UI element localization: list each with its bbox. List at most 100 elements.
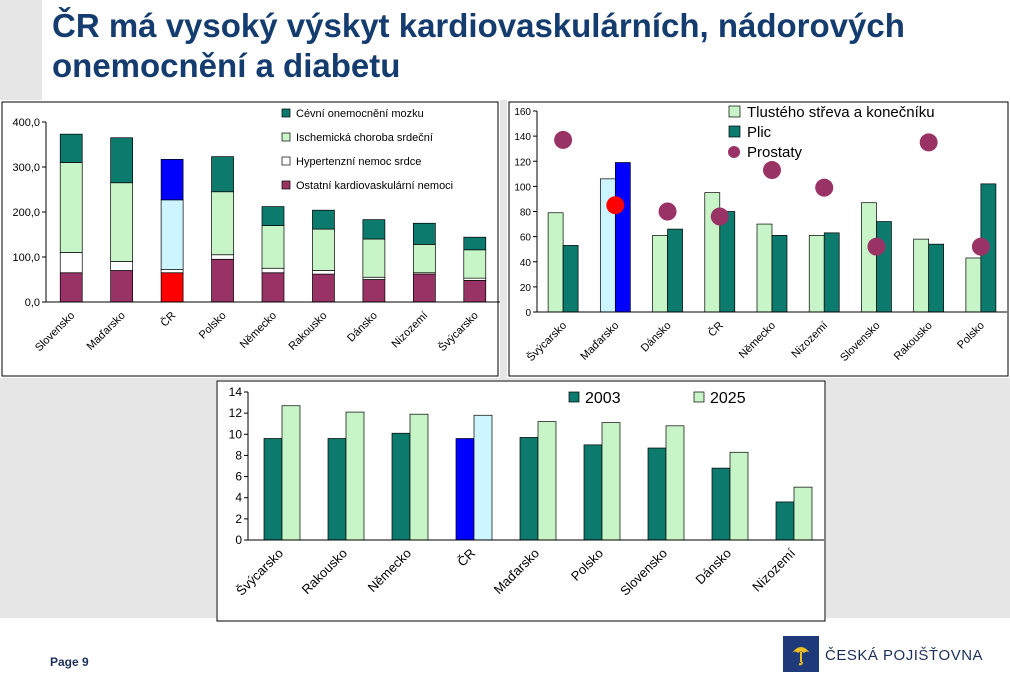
bar-segment — [110, 261, 134, 271]
cancer-bar-chart: 0 20 40 60 80 100 120 140 160 Švýcarsko Maďarsko Dá… — [508, 101, 1009, 377]
legend-swatch — [281, 132, 291, 142]
y-tick-label: 4 — [235, 491, 242, 505]
bar — [793, 486, 813, 541]
diabetes-bar-chart: 0 2 4 6 8 10 12 14 Švýcarsko Rakousko Německo ČR Maď… — [216, 380, 826, 622]
y-tick-label: 100,0 — [12, 252, 40, 264]
bar-segment — [211, 254, 234, 260]
bar-segment — [160, 272, 184, 303]
x-tick-label: Polsko — [568, 546, 606, 584]
legend-swatch — [728, 105, 741, 118]
y-tick-label: 0 — [525, 308, 531, 319]
scatter-point — [606, 196, 625, 215]
legend-label: 2003 — [585, 390, 621, 407]
bar — [729, 451, 749, 541]
x-tick-label: Maďarsko — [85, 310, 128, 353]
legend-label: Ischemická choroba srdeční — [296, 132, 433, 144]
y-tick-label: 60 — [520, 233, 532, 244]
x-tick-label: Maďarsko — [491, 546, 543, 598]
bar — [711, 467, 731, 541]
bar — [861, 202, 877, 313]
bar-segment — [211, 191, 234, 256]
chart-border — [1, 101, 499, 377]
y-tick-label: 10 — [229, 427, 243, 441]
bar — [808, 235, 825, 313]
bar-segment — [59, 252, 83, 274]
bar-segment — [412, 222, 436, 245]
y-tick-label: 6 — [235, 470, 242, 484]
bar-segment — [362, 279, 386, 303]
bar — [409, 413, 429, 541]
bar — [756, 223, 773, 313]
bar-segment — [463, 249, 487, 279]
x-tick-label: Slovensko — [33, 310, 77, 354]
bar — [928, 243, 945, 313]
bar-segment — [211, 156, 234, 193]
x-tick-label: Slovensko — [617, 546, 670, 599]
y-tick-label: 400,0 — [12, 117, 40, 129]
scatter-point — [919, 133, 938, 152]
bar — [391, 432, 411, 541]
bar-segment — [211, 258, 234, 303]
bar — [345, 411, 365, 541]
bar-segment — [312, 209, 335, 230]
bar — [614, 162, 631, 313]
logo-text: ČESKÁ POJIŠŤOVNA — [825, 647, 984, 664]
x-tick-label: Švýcarsko — [233, 546, 286, 599]
bar — [601, 422, 621, 541]
x-tick-label: Dánsko — [692, 546, 734, 588]
cardiovascular-stacked-bar-chart: 0,0 100,0 200,0 300,0 400,0 Slovensko Maďarsko… — [1, 101, 500, 377]
x-tick-label: ČR — [454, 546, 478, 570]
bar — [547, 212, 564, 313]
bar — [876, 221, 892, 313]
company-logo: ČESKÁ POJIŠŤOVNA — [783, 636, 983, 676]
x-tick-label: Švýcarsko — [436, 309, 481, 354]
legend-swatch — [693, 391, 705, 403]
bar-segment — [312, 270, 335, 275]
bar-segment — [110, 137, 134, 184]
y-tick-label: 80 — [520, 208, 532, 219]
scatter-point — [867, 237, 886, 256]
bar — [965, 257, 982, 313]
cancer-chart-panel: 0 20 40 60 80 100 120 140 160 Švýcarsko Maďarsko Dá… — [507, 100, 1010, 378]
diabetes-chart-panel: 0 2 4 6 8 10 12 14 Švýcarsko Rakousko Německo ČR Maď… — [216, 380, 826, 622]
bar-segment — [312, 228, 335, 271]
bar — [913, 238, 930, 313]
scatter-point — [815, 178, 834, 197]
legend-label: Tlustého střeva a konečníku — [747, 104, 935, 121]
x-tick-label: Německo — [737, 320, 778, 361]
bar — [665, 425, 685, 541]
umbrella-icon — [792, 647, 810, 666]
legend-label: Prostaty — [747, 144, 803, 161]
legend-label: Ostatní kardiovaskulární nemoci — [296, 180, 453, 192]
scatter-point — [658, 202, 677, 221]
bar — [823, 232, 840, 313]
x-tick-label: Německo — [365, 546, 414, 595]
y-tick-label: 200,0 — [12, 207, 40, 219]
bar-segment — [110, 270, 134, 303]
legend-swatch — [281, 108, 291, 118]
y-tick-label: 140 — [514, 132, 531, 143]
y-tick-label: 14 — [229, 385, 243, 399]
bar-segment — [59, 162, 83, 253]
x-tick-label: Slovensko — [838, 320, 882, 364]
x-tick-label: Polsko — [197, 310, 229, 342]
bar — [583, 444, 603, 541]
x-tick-label: ČR — [705, 319, 725, 339]
x-tick-label: Nizozemí — [789, 320, 830, 361]
x-tick-label: Polsko — [955, 320, 987, 352]
x-tick-label: Dánsko — [639, 320, 674, 355]
x-tick-label: Maďarsko — [578, 320, 621, 363]
y-tick-label: 40 — [520, 258, 532, 269]
y-tick-label: 300,0 — [12, 162, 40, 174]
bar — [652, 235, 668, 313]
scatter-point — [763, 161, 781, 180]
bar-segment — [160, 158, 184, 201]
bar — [455, 438, 475, 541]
page-number: Page 9 — [50, 655, 89, 669]
bar-segment — [463, 236, 487, 251]
y-tick-label: 120 — [514, 157, 531, 168]
bar-segment — [59, 272, 83, 303]
x-tick-label: Nizozemí — [390, 310, 431, 351]
bar-segment — [59, 133, 83, 163]
bar — [775, 501, 795, 541]
